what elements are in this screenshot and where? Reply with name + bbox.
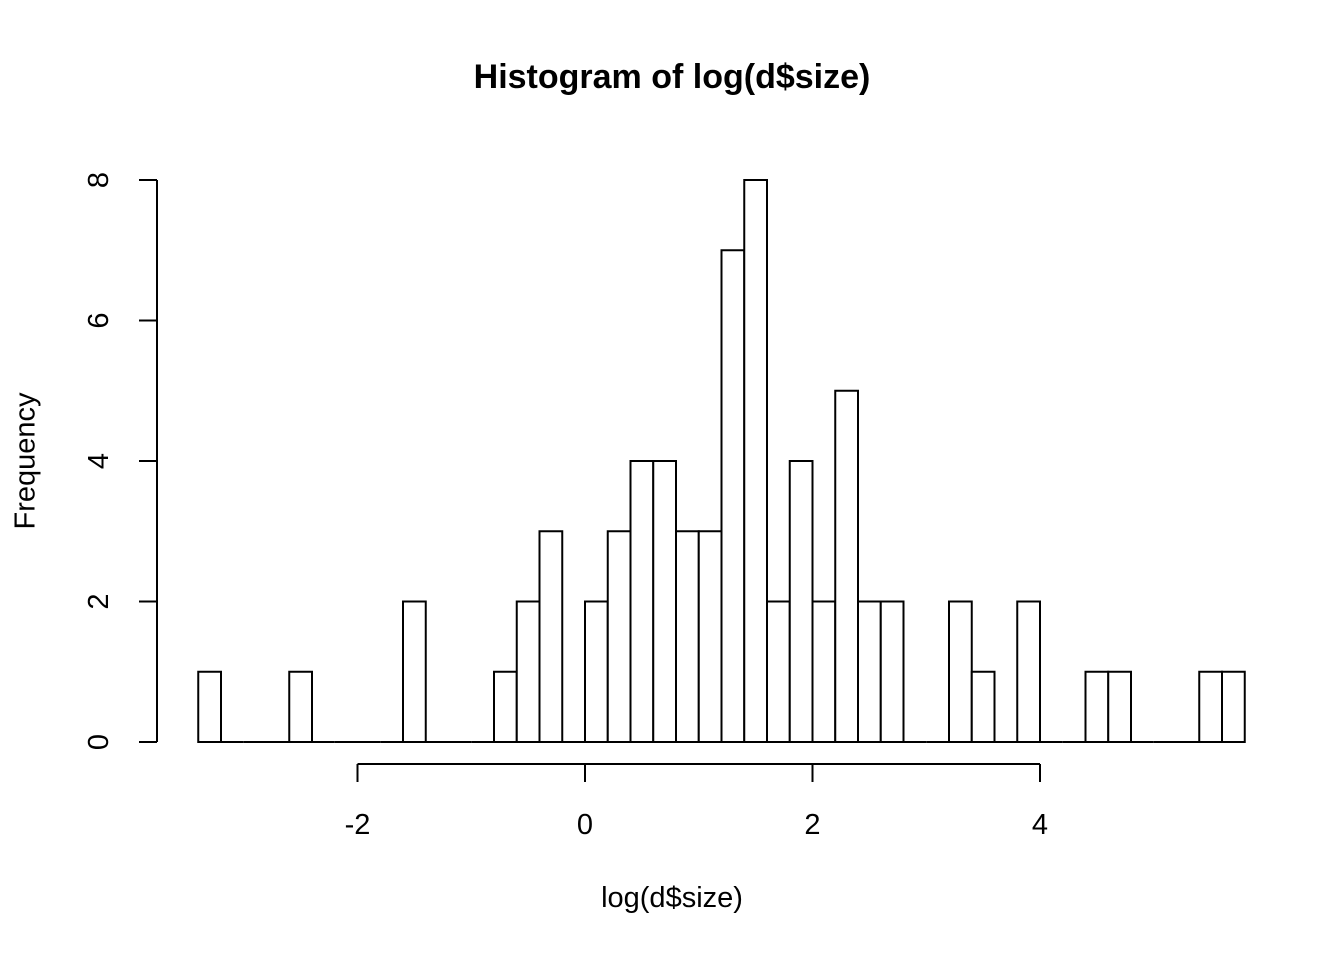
histogram-bar xyxy=(288,670,313,743)
y-tick-label: 2 xyxy=(83,593,115,609)
histogram-bar xyxy=(788,460,814,743)
y-tick-label: 8 xyxy=(83,172,115,188)
histogram-bar xyxy=(629,460,655,743)
histogram-bar xyxy=(1198,670,1223,743)
histogram-bar xyxy=(766,600,791,743)
x-tick-label: 2 xyxy=(804,809,820,841)
x-tick-label: -2 xyxy=(345,809,371,841)
histogram-bar xyxy=(970,670,996,743)
y-axis-label: Frequency xyxy=(9,392,42,530)
histogram-bar xyxy=(675,530,700,743)
chart-title: Histogram of log(d$size) xyxy=(473,58,871,96)
x-tick-label: 4 xyxy=(1032,809,1048,841)
histogram-bar xyxy=(857,600,882,743)
histogram-bar xyxy=(811,600,837,743)
histogram-bar xyxy=(697,530,723,743)
histogram-bar xyxy=(1107,670,1132,743)
histogram-bar xyxy=(879,600,905,743)
y-tick-label: 6 xyxy=(83,312,115,328)
x-axis: -2 0 2 4 xyxy=(345,763,1048,841)
histogram-bar xyxy=(493,670,518,743)
bars-group xyxy=(197,179,1246,743)
histogram-bar xyxy=(515,600,541,743)
histogram-bar xyxy=(1084,670,1110,743)
histogram-bar xyxy=(720,249,746,743)
histogram-bar xyxy=(948,600,973,743)
histogram-bar xyxy=(584,600,609,743)
histogram-bar xyxy=(606,530,632,743)
histogram-bar xyxy=(1016,600,1041,743)
histogram-bar xyxy=(402,600,427,743)
histogram-bar xyxy=(197,670,222,743)
histogram-bar xyxy=(652,460,677,743)
x-tick-label: 0 xyxy=(577,809,593,841)
histogram-bar xyxy=(743,179,768,743)
histogram-bar xyxy=(834,389,859,743)
histogram-bar xyxy=(538,530,564,743)
y-tick-label: 4 xyxy=(83,453,115,469)
y-axis: 0 2 4 6 8 xyxy=(83,172,158,750)
histogram-bar xyxy=(1221,670,1246,743)
y-tick-label: 0 xyxy=(83,734,115,750)
x-axis-label: log(d$size) xyxy=(601,882,743,914)
